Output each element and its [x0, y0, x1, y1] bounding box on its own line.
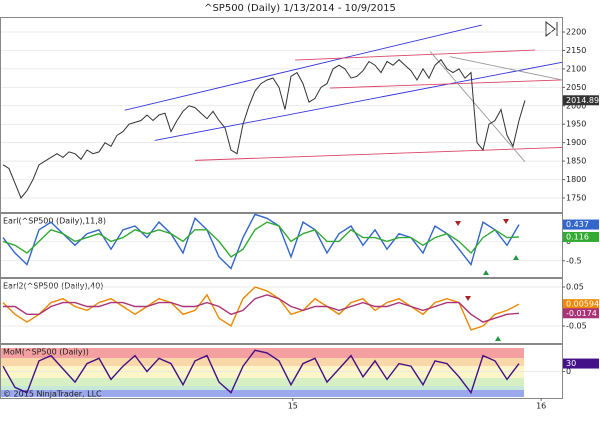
- last-value-box: [563, 308, 599, 319]
- y-tick-label: 1800: [566, 175, 586, 184]
- annotation: © 2015 NinjaTrader, LLC: [3, 390, 102, 399]
- last-value-label: 0.116: [566, 232, 589, 241]
- frame: [0, 278, 563, 344]
- play-icon[interactable]: [545, 20, 558, 38]
- signal: [483, 270, 489, 275]
- trend-line: [194, 147, 563, 161]
- y-tick-label: 1750: [566, 193, 586, 202]
- band: [0, 378, 524, 386]
- last-value-label: 0.437: [566, 220, 589, 229]
- frame: [0, 213, 563, 278]
- last-value-box: [563, 358, 599, 369]
- signal: [465, 296, 471, 301]
- y-tick-label: -0.5: [566, 256, 582, 265]
- band: [0, 348, 524, 358]
- series-line: [2, 213, 520, 270]
- last-value-box: [563, 219, 599, 230]
- last-value-box: [563, 231, 599, 242]
- y-tick-label: 2000: [566, 101, 586, 110]
- last-value-label: -0.0174: [566, 309, 597, 318]
- last-value-label: 2014.89: [566, 96, 599, 105]
- panel-title: Earl(^SP500 (Daily),11,8): [3, 217, 106, 226]
- trend-line: [124, 24, 482, 111]
- signal: [503, 219, 509, 224]
- band: [0, 390, 524, 397]
- x-tick-label: 16: [536, 402, 546, 411]
- mom-bands: [0, 348, 524, 397]
- y-tick-label: 1900: [566, 138, 586, 147]
- y-tick-label: 2100: [566, 64, 586, 73]
- chart-title: ^SP500 (Daily) 1/13/2014 - 10/9/2015: [204, 3, 396, 14]
- series-line: [2, 286, 520, 331]
- band: [0, 358, 524, 366]
- y-tick-label: 2150: [566, 46, 586, 55]
- trend-line: [154, 61, 563, 141]
- signal: [495, 336, 501, 341]
- series-line: [2, 349, 520, 395]
- signal: [513, 255, 519, 260]
- last-value-label: 30: [566, 359, 576, 368]
- frame: [0, 17, 563, 213]
- trend-line: [295, 49, 536, 61]
- last-value-label: 0.00594: [566, 300, 599, 309]
- series-line: [2, 58, 526, 199]
- icon[interactable]: [545, 20, 558, 38]
- y-tick-label: 1950: [566, 120, 586, 129]
- band: [0, 366, 524, 378]
- series-line: [2, 221, 520, 258]
- y-tick-label: 2200: [566, 28, 586, 37]
- y-tick-label: 1850: [566, 157, 586, 166]
- y-tick-label: 2050: [566, 83, 586, 92]
- last-value-box: [563, 95, 599, 106]
- x-tick-label: 15: [288, 402, 298, 411]
- signal: [455, 221, 461, 226]
- last-value-box: [563, 299, 599, 310]
- trend-line: [329, 79, 563, 89]
- panel-title: Earl2(^SP500 (Daily),40): [3, 282, 103, 291]
- signals: [455, 219, 519, 341]
- y-tick-label: 0.05: [566, 282, 584, 291]
- band: [0, 386, 524, 390]
- y-tick-label: 0: [566, 367, 571, 376]
- y-tick-label: -0.05: [566, 321, 587, 330]
- trend-line: [429, 51, 526, 163]
- series-line: [3, 294, 520, 323]
- trend-line: [449, 56, 563, 81]
- panel-title: MoM(^SP500 (Daily)): [3, 348, 89, 357]
